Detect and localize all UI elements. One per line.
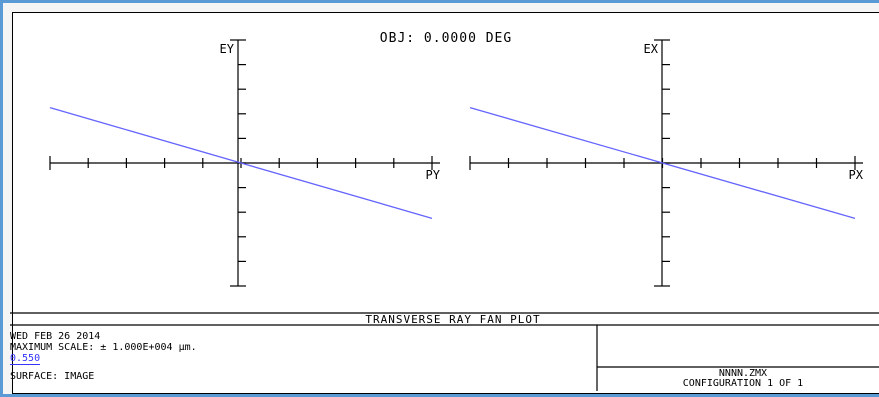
y-axis-label: EY: [220, 42, 235, 56]
wavelength: 0.550: [10, 353, 41, 365]
maximum-scale: MAXIMUM SCALE: ± 1.000E+004 µm.: [10, 342, 197, 353]
chart-ex-px: EX PX: [469, 39, 864, 287]
footer-title: TRANSVERSE RAY FAN PLOT: [365, 313, 540, 326]
file-name: NNNN.ZMX: [718, 368, 768, 379]
plot-header: OBJ: 0.0000 DEG: [380, 31, 512, 46]
x-axis-label: PY: [426, 168, 441, 182]
chart-ey-py: EY PY: [49, 39, 441, 287]
info-left: WED FEB 26 2014 MAXIMUM SCALE: ± 1.000E+…: [10, 331, 197, 382]
ray-fan-line: [49, 107, 433, 219]
plot-frame: [12, 12, 879, 394]
surface-label: SURFACE: IMAGE: [10, 371, 95, 382]
info-right: NNNN.ZMX CONFIGURATION 1 OF 1: [598, 369, 879, 389]
configuration: CONFIGURATION 1 OF 1: [682, 378, 804, 389]
y-axis-label: EX: [644, 42, 659, 56]
plot-date: WED FEB 26 2014: [10, 331, 101, 342]
x-axis-label: PX: [849, 168, 864, 182]
ray-fan-line: [469, 107, 856, 219]
